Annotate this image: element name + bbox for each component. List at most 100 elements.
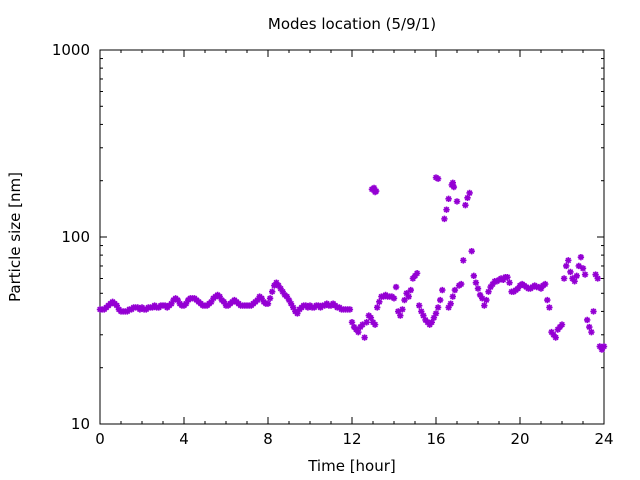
data-point <box>483 296 490 304</box>
data-point <box>466 189 473 197</box>
data-point <box>374 304 381 311</box>
data-point <box>579 265 587 272</box>
data-point <box>552 334 559 341</box>
data-point <box>537 285 545 292</box>
data-point <box>216 293 223 300</box>
data-point <box>594 275 601 282</box>
data-point <box>569 275 576 282</box>
data-point <box>430 314 438 321</box>
data-point <box>370 184 378 192</box>
data-point <box>563 262 570 270</box>
data-point <box>283 293 291 300</box>
data-point <box>174 296 181 304</box>
y-axis: 10 100 1000 <box>52 41 604 433</box>
data-point <box>596 343 603 350</box>
data-point <box>418 308 425 315</box>
data-point <box>546 304 553 311</box>
data-point <box>445 195 452 203</box>
data-point <box>560 275 568 282</box>
data-point <box>420 312 427 319</box>
data-point <box>542 280 549 288</box>
data-point <box>476 291 484 299</box>
data-point <box>470 272 477 280</box>
data-point <box>290 304 297 311</box>
data-point <box>573 272 580 280</box>
data-point <box>409 275 417 282</box>
data-point <box>346 306 354 313</box>
data-point <box>479 295 486 302</box>
data-point <box>275 282 282 289</box>
data-point <box>598 346 606 353</box>
data-point <box>581 271 589 278</box>
data-point <box>590 308 597 315</box>
x-tick-label: 24 <box>594 430 613 448</box>
data-point <box>592 271 599 278</box>
data-point <box>182 300 190 307</box>
data-point <box>600 343 608 350</box>
data-point <box>474 285 482 292</box>
data-point <box>586 323 593 331</box>
data-point <box>266 295 274 302</box>
data-point <box>514 285 522 292</box>
data-point <box>363 319 370 326</box>
data-point <box>411 272 419 280</box>
data-point <box>451 286 459 294</box>
data-point <box>220 298 228 306</box>
data-point <box>458 280 465 288</box>
data-point <box>113 302 120 309</box>
data-point <box>489 280 496 288</box>
data-point <box>565 257 572 264</box>
data-point <box>287 300 295 307</box>
data-point <box>168 300 175 307</box>
data-point <box>544 296 551 304</box>
plot-frame <box>99 49 605 425</box>
data-point <box>437 296 444 304</box>
data-point <box>443 206 450 213</box>
data-point <box>254 296 261 304</box>
data-point <box>571 278 578 285</box>
data-point <box>355 328 362 336</box>
data-point <box>460 257 467 264</box>
data-point <box>258 295 265 302</box>
data-point <box>550 331 557 338</box>
data-point <box>208 298 215 306</box>
data-point <box>449 293 456 300</box>
x-tick-label: 12 <box>342 430 361 448</box>
data-point <box>277 285 284 292</box>
data-point <box>397 312 404 319</box>
x-tick-label: 16 <box>426 430 445 448</box>
data-point <box>428 319 435 326</box>
data-point <box>371 188 379 196</box>
data-point <box>472 279 480 286</box>
data-point <box>441 215 448 223</box>
data-point <box>390 295 398 302</box>
data-point <box>279 288 286 295</box>
data-point <box>464 194 471 202</box>
data-point <box>371 321 379 328</box>
data-point <box>273 279 280 286</box>
data-point <box>434 175 442 182</box>
x-tick-label: 20 <box>510 430 529 448</box>
data-point <box>269 288 276 295</box>
x-axis-label: Time [hour] <box>307 457 396 475</box>
data-point <box>359 321 366 328</box>
data-point <box>449 179 456 186</box>
data-point <box>584 316 591 324</box>
y-tick-label: 100 <box>61 228 90 246</box>
data-point <box>439 286 446 294</box>
data-point <box>432 310 440 317</box>
y-tick-label: 1000 <box>52 41 90 59</box>
data-point <box>405 293 412 300</box>
data-point <box>353 326 360 333</box>
data-point <box>504 273 511 281</box>
data-point <box>401 296 408 304</box>
x-axis: 0 4 8 12 16 20 24 <box>95 50 614 448</box>
data-point <box>413 270 421 277</box>
data-point <box>485 288 492 295</box>
data-point <box>588 328 595 336</box>
data-point <box>264 300 272 307</box>
data-point <box>348 319 356 326</box>
data-point <box>392 283 400 291</box>
data-point <box>575 262 582 270</box>
